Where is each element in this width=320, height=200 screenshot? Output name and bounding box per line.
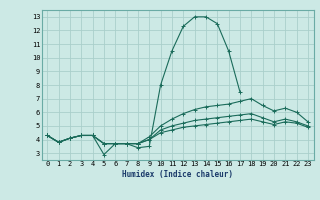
X-axis label: Humidex (Indice chaleur): Humidex (Indice chaleur) [122, 170, 233, 179]
